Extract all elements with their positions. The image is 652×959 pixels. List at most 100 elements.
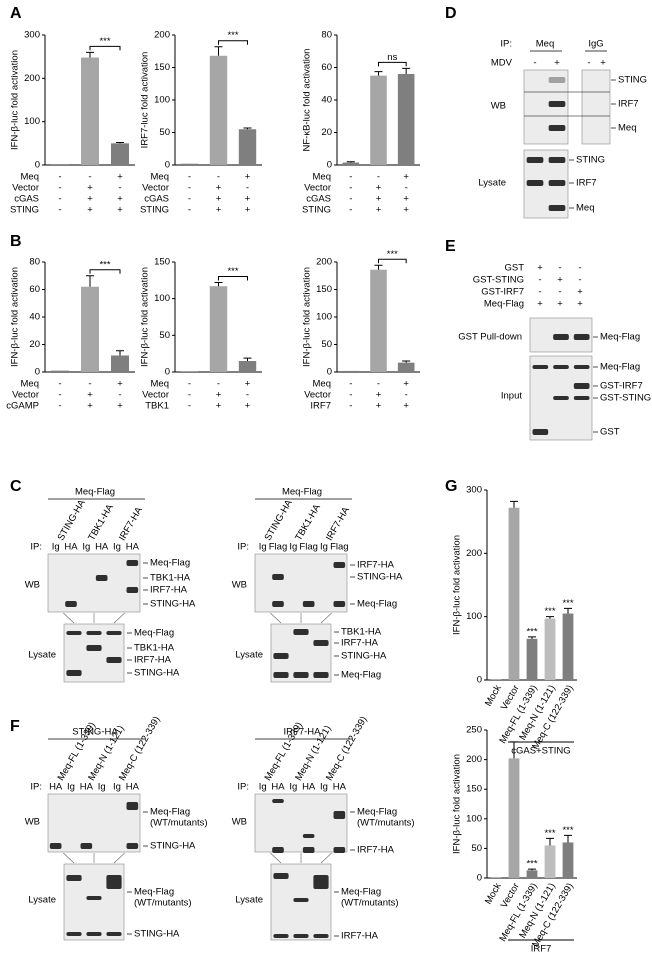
error-bar <box>243 127 252 130</box>
error-bar <box>546 616 554 619</box>
condition-sign: - <box>188 379 191 390</box>
blot-band <box>548 205 566 211</box>
ip-lane: HA <box>302 782 316 793</box>
y-tick-label: 80 <box>321 30 332 41</box>
condition-sign: - <box>58 172 61 183</box>
band-label: IRF7 <box>618 99 639 110</box>
mdv-label: MDV <box>491 58 513 69</box>
band-label: STING-HA <box>150 841 196 852</box>
bar <box>111 355 129 372</box>
y-tick-label: 250 <box>466 725 482 736</box>
ip-lane: Flag <box>330 542 348 553</box>
wb-label: WB <box>232 817 247 828</box>
significance-label: *** <box>526 626 537 637</box>
condition-sign: - <box>578 263 581 274</box>
blot-band <box>302 601 315 607</box>
significance-label: *** <box>99 259 110 270</box>
ip-lane: Ig <box>113 542 121 553</box>
blot-membrane <box>254 793 348 853</box>
y-tick-label: 300 <box>466 485 482 496</box>
condition-label: STING <box>10 205 39 216</box>
wb-label: WB <box>491 101 506 112</box>
condition-label: Meq <box>151 379 169 390</box>
significance-bracket <box>89 269 121 274</box>
panel-letter: E <box>445 238 456 255</box>
ip-label: IP: <box>237 782 249 793</box>
header: STING-HA <box>72 727 118 738</box>
significance-bracket <box>378 61 407 67</box>
bar <box>111 143 129 165</box>
wb-label: WB <box>25 817 40 828</box>
blot-band <box>80 843 93 849</box>
significance-label: *** <box>526 859 537 870</box>
y-tick-label: 50 <box>471 843 482 854</box>
y-tick-label: 50 <box>159 330 170 341</box>
blot-band <box>553 365 569 369</box>
condition-sign: - <box>58 183 61 194</box>
ip-lane: Ig <box>289 542 297 553</box>
y-tick-label: 100 <box>466 813 482 824</box>
condition-sign: - <box>88 172 91 183</box>
condition-label: GST-STING <box>473 275 524 286</box>
y-tick-label: 150 <box>154 62 170 73</box>
condition-sign: - <box>118 183 121 194</box>
band-label: (WT/mutants) <box>150 818 208 829</box>
bar <box>238 361 257 372</box>
y-tick-label: 80 <box>29 257 40 268</box>
condition-sign: + <box>87 183 93 194</box>
condition-sign: - <box>58 205 61 216</box>
blot-band <box>548 180 566 186</box>
condition-sign: - <box>377 379 380 390</box>
significance-label: *** <box>227 30 238 41</box>
panel-letter: G <box>445 478 457 495</box>
blot-band <box>106 875 122 889</box>
condition-sign: + <box>87 390 93 401</box>
wb-label: WB <box>25 580 40 591</box>
bar <box>508 758 520 878</box>
blot-membrane <box>47 793 141 853</box>
error-bar <box>243 357 252 361</box>
band-label: IRF7-HA <box>341 638 379 649</box>
blot-band <box>293 629 309 635</box>
lane-group: IRF7-HA <box>324 505 352 543</box>
bar <box>490 679 502 680</box>
blot-band <box>106 657 122 663</box>
band-label: IRF7-HA <box>341 931 379 942</box>
band-label: Meq-Flag <box>134 887 174 898</box>
y-axis-label: IFN-β-luc fold activation <box>10 267 21 367</box>
blot-band <box>126 587 139 593</box>
y-tick-label: 50 <box>321 339 332 350</box>
condition-sign: + <box>557 299 563 310</box>
lysate-label: Lysate <box>28 895 56 906</box>
lane-connector <box>320 612 332 624</box>
condition-sign: - <box>58 401 61 412</box>
condition-sign: + <box>117 172 123 183</box>
blot-band <box>86 631 102 635</box>
error-bar <box>546 837 554 846</box>
condition-sign: - <box>538 287 541 298</box>
y-tick-label: 0 <box>35 160 40 171</box>
condition-label: STING <box>140 205 169 216</box>
ip-lane: Ig <box>259 542 267 553</box>
condition-sign: - <box>188 172 191 183</box>
bar <box>370 75 387 165</box>
y-tick-label: 40 <box>321 95 332 106</box>
condition-sign: + <box>403 401 409 412</box>
lane-connector <box>113 612 125 624</box>
ip-lane: Ig <box>289 782 297 793</box>
condition-label: Meq <box>313 172 331 183</box>
error-bar <box>116 350 124 356</box>
blot-band <box>273 873 289 879</box>
blot-band <box>126 843 139 849</box>
condition-sign: - <box>349 194 352 205</box>
y-tick-label: 300 <box>24 30 40 41</box>
lane-connector <box>320 852 332 864</box>
blot-band <box>66 875 82 881</box>
ip-lane: Ig <box>98 782 106 793</box>
condition-sign: - <box>349 183 352 194</box>
ip-lane: HA <box>49 782 63 793</box>
band-label: Meq-Flag <box>150 558 190 569</box>
condition-sign: + <box>216 183 222 194</box>
lysate-label: Lysate <box>478 178 506 189</box>
band-label: (WT/mutants) <box>341 898 399 909</box>
